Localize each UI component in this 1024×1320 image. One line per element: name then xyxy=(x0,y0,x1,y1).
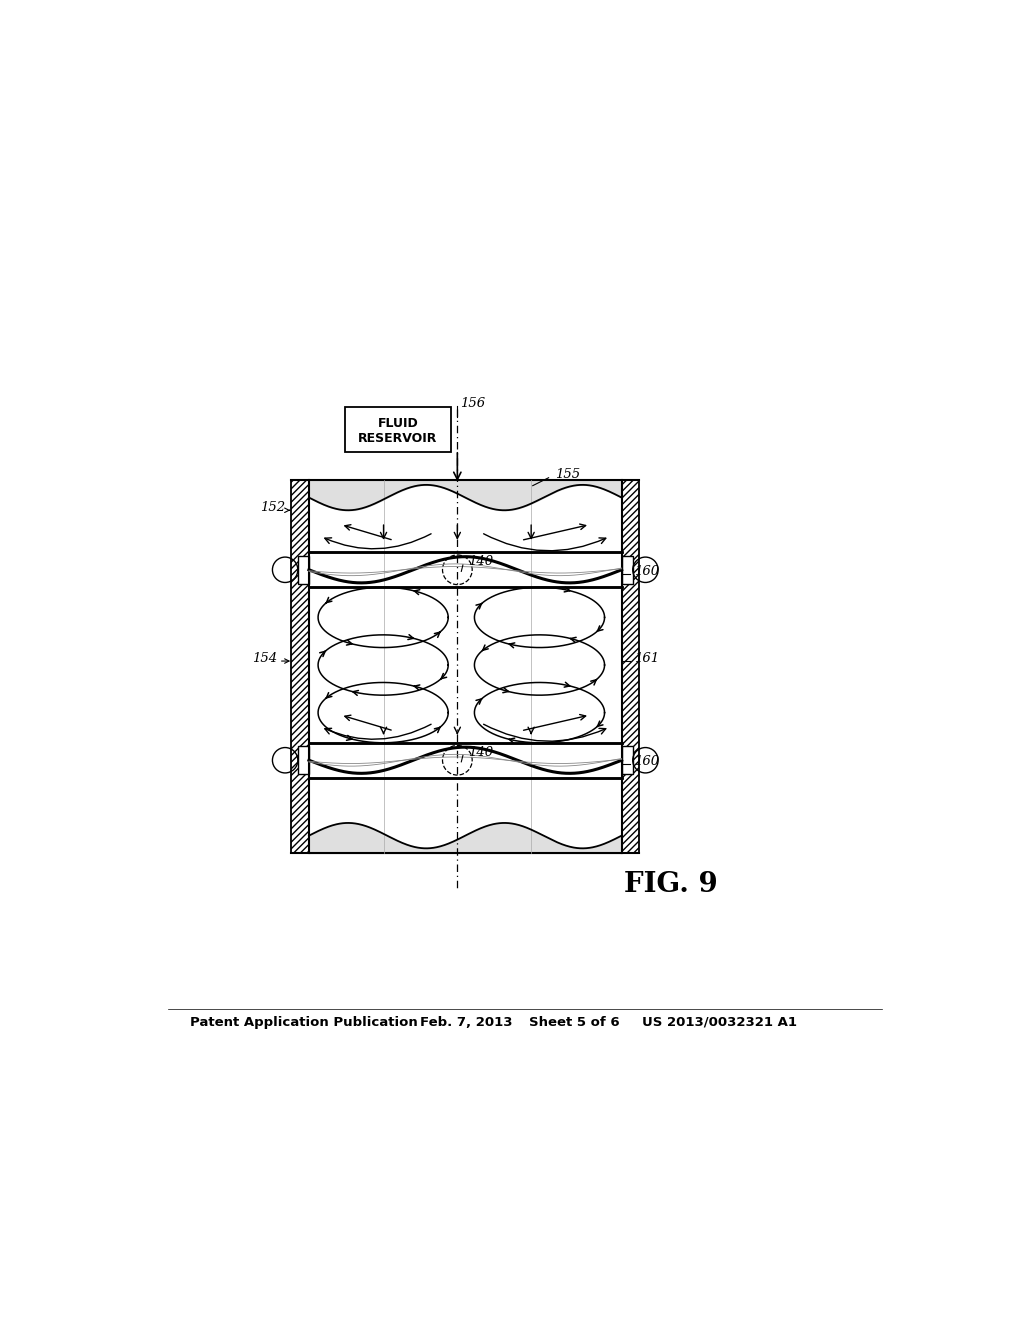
Text: US 2013/0032321 A1: US 2013/0032321 A1 xyxy=(642,1015,798,1028)
Text: RESERVOIR: RESERVOIR xyxy=(358,432,437,445)
Text: Feb. 7, 2013: Feb. 7, 2013 xyxy=(420,1015,513,1028)
Bar xyxy=(292,480,309,853)
Bar xyxy=(309,743,622,777)
Text: 140: 140 xyxy=(468,556,493,569)
Text: 160: 160 xyxy=(634,755,659,768)
Bar xyxy=(622,746,633,775)
Text: FIG. 9: FIG. 9 xyxy=(624,871,718,899)
Bar xyxy=(309,552,622,587)
Text: 154: 154 xyxy=(252,652,278,665)
FancyBboxPatch shape xyxy=(345,407,451,451)
Text: 140: 140 xyxy=(468,746,493,759)
Text: 156: 156 xyxy=(460,396,484,409)
Bar xyxy=(622,480,639,853)
Text: 160: 160 xyxy=(634,565,659,578)
Bar xyxy=(298,556,309,583)
Text: FLUID: FLUID xyxy=(378,417,418,429)
Text: 152: 152 xyxy=(260,502,285,515)
Text: Sheet 5 of 6: Sheet 5 of 6 xyxy=(528,1015,620,1028)
Text: 155: 155 xyxy=(555,469,580,480)
Bar xyxy=(298,746,309,775)
Bar xyxy=(622,556,633,583)
Text: 161: 161 xyxy=(634,652,659,665)
Text: Patent Application Publication: Patent Application Publication xyxy=(189,1015,418,1028)
